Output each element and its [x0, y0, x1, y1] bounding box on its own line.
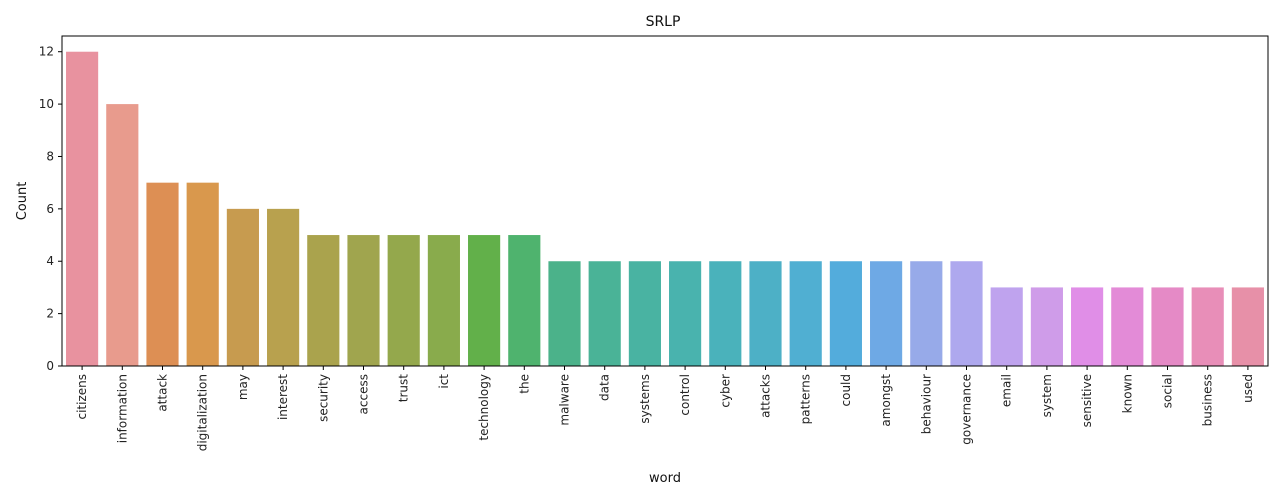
x-tick-label: social	[1161, 374, 1175, 408]
bar-ict	[427, 235, 460, 366]
x-tick-label: used	[1241, 374, 1255, 403]
x-tick-label: security	[316, 374, 330, 422]
bar-the	[508, 235, 541, 366]
x-tick-label: attacks	[759, 374, 773, 418]
bar-interest	[267, 208, 300, 366]
bar-social	[1151, 287, 1184, 366]
y-tick-label: 10	[39, 97, 54, 111]
x-tick-label: control	[678, 374, 692, 416]
bar-citizens	[66, 51, 99, 366]
bar-behaviour	[910, 261, 943, 366]
x-tick-label: trust	[397, 374, 411, 402]
bar-access	[347, 235, 380, 366]
bar-email	[990, 287, 1023, 366]
x-tick-label: information	[115, 374, 129, 443]
bar-attacks	[749, 261, 782, 366]
y-tick-label: 8	[46, 149, 54, 163]
x-tick-label: access	[357, 374, 371, 414]
bar-cyber	[709, 261, 742, 366]
bar-governance	[950, 261, 983, 366]
bar-malware	[548, 261, 581, 366]
x-tick-label: systems	[638, 374, 652, 424]
bar-trust	[387, 235, 420, 366]
y-tick-label: 2	[46, 307, 54, 321]
x-tick-label: ict	[437, 374, 451, 389]
plot-frame	[61, 35, 1269, 367]
x-tick-label: system	[1040, 374, 1054, 417]
x-tick-label: behaviour	[919, 374, 933, 434]
bar-known	[1111, 287, 1144, 366]
bar-control	[669, 261, 702, 366]
bar-systems	[628, 261, 661, 366]
bar-information	[106, 104, 139, 366]
x-tick-label: interest	[276, 374, 290, 420]
x-tick-label: data	[598, 374, 612, 401]
y-tick-label: 0	[46, 359, 54, 373]
y-axis: 0 2 4 6 8 10 12	[39, 45, 62, 373]
x-tick-label: cyber	[718, 374, 732, 408]
bar-attack	[146, 182, 179, 366]
bar-security	[307, 235, 340, 366]
x-tick-label: governance	[960, 374, 974, 445]
x-tick-label: could	[839, 374, 853, 407]
x-tick-label: digitalization	[196, 374, 210, 451]
x-tick-label: sensitive	[1080, 374, 1094, 427]
x-tick-label: attack	[156, 374, 170, 412]
x-tick-label: email	[1000, 374, 1014, 407]
bar-sensitive	[1071, 287, 1104, 366]
y-tick-label: 4	[46, 254, 54, 268]
x-axis-title: word	[649, 471, 681, 486]
bar-could	[829, 261, 862, 366]
x-tick-label: known	[1120, 374, 1134, 413]
x-tick-label: citizens	[75, 374, 89, 420]
chart-title: SRLP	[646, 14, 681, 30]
bar-technology	[468, 235, 501, 366]
x-tick-label: technology	[477, 374, 491, 441]
x-tick-label: the	[517, 374, 531, 394]
bar-patterns	[789, 261, 822, 366]
bars-layer	[66, 51, 1264, 366]
bar-amongst	[870, 261, 903, 366]
x-axis: citizens information attack digitalization m…	[75, 366, 1255, 451]
bar-data	[588, 261, 621, 366]
x-tick-label: malware	[558, 374, 572, 426]
y-axis-title: Count	[15, 182, 30, 221]
y-tick-label: 12	[39, 45, 54, 59]
y-tick-label: 6	[46, 202, 54, 216]
bar-business	[1191, 287, 1224, 366]
x-tick-label: may	[236, 374, 250, 400]
bar-may	[226, 208, 259, 366]
bar-digitalization	[186, 182, 219, 366]
x-tick-label: amongst	[879, 374, 893, 427]
x-tick-label: patterns	[799, 374, 813, 424]
x-tick-label: business	[1201, 374, 1215, 426]
bar-used	[1231, 287, 1264, 366]
bar-system	[1030, 287, 1063, 366]
